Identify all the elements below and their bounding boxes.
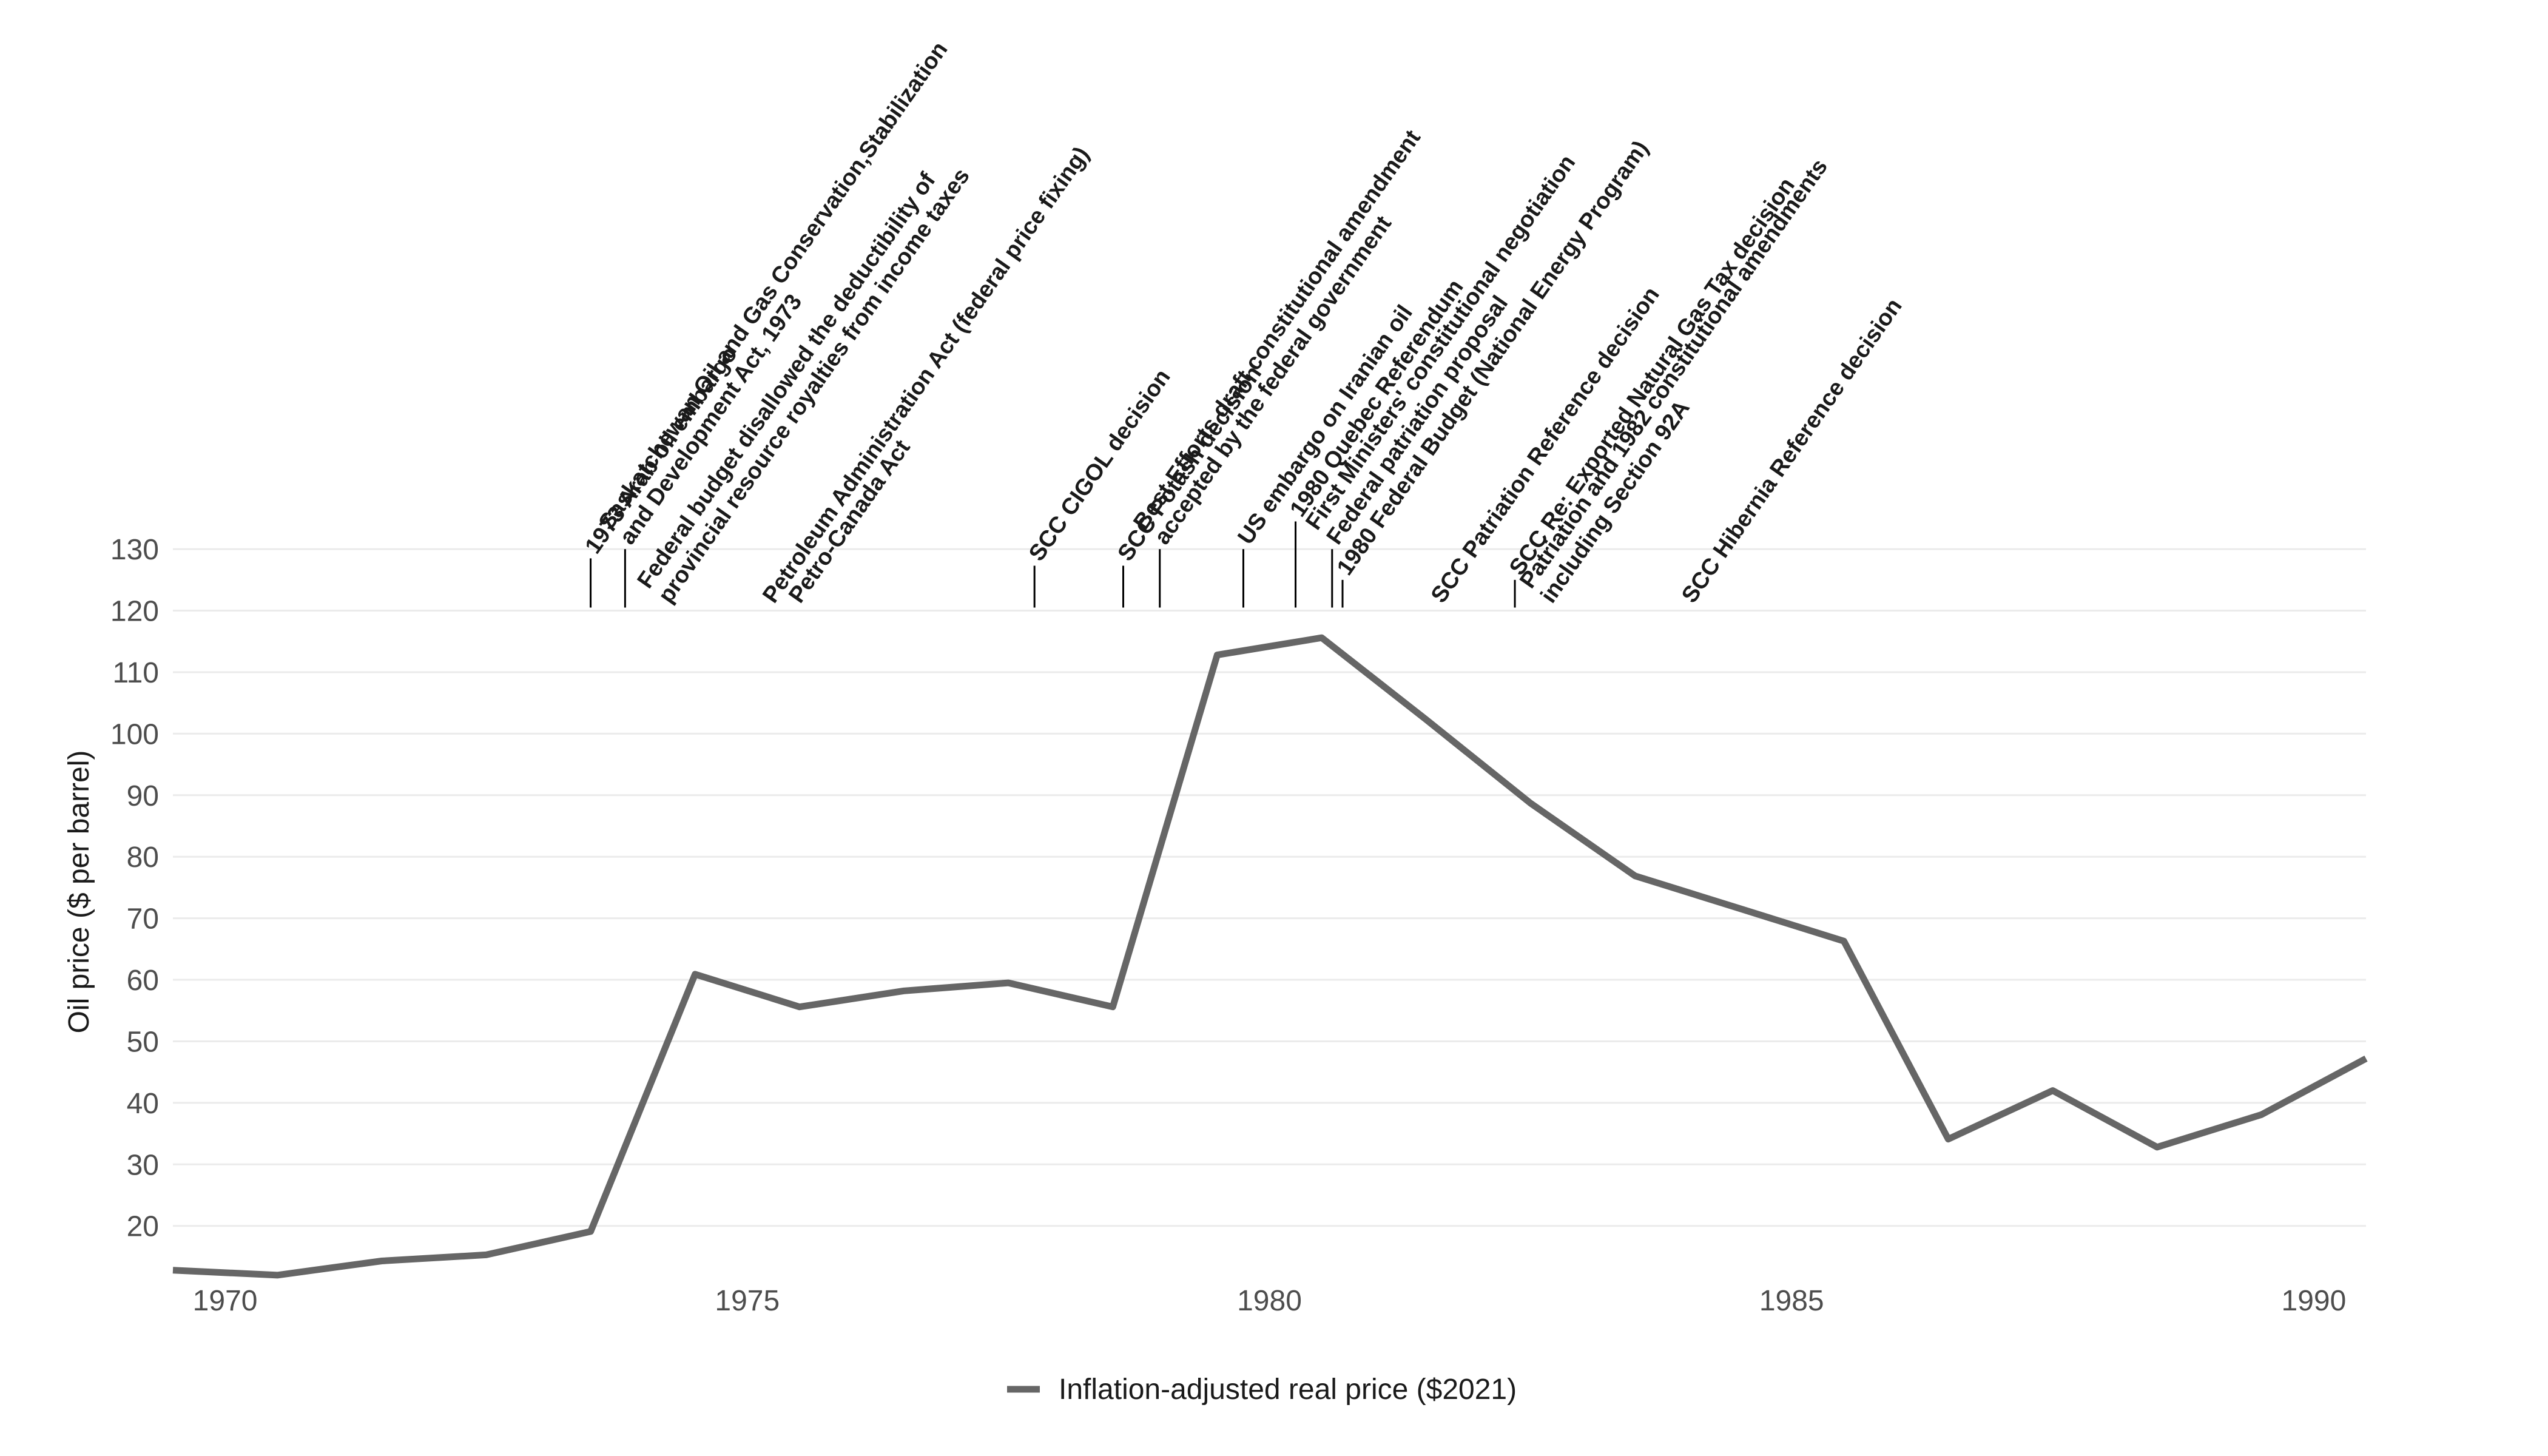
x-tick-label: 1975 (715, 1285, 780, 1317)
x-tick-label: 1980 (1237, 1285, 1302, 1317)
y-tick-label: 20 (127, 1211, 159, 1243)
y-axis-ticks: 20 30 40 50 60 70 80 90 100 110 120 130 (110, 534, 159, 1243)
y-tick-label: 90 (127, 780, 159, 812)
x-tick-label: 1985 (1759, 1285, 1824, 1317)
svg-text:Patriation and 1982 constituti: Patriation and 1982 constitutional amend… (1515, 155, 1853, 608)
legend: Inflation-adjusted real price ($2021) (1007, 1373, 1517, 1406)
x-tick-label: 1970 (193, 1285, 258, 1317)
y-tick-label: 80 (127, 841, 159, 874)
svg-text:Saskatchewan Oil and Gas Conse: Saskatchewan Oil and Gas Conservation,St… (594, 37, 974, 549)
annotation-label: Patriation and 1982 constitutional amend… (1515, 155, 1853, 608)
y-tick-label: 70 (127, 903, 159, 935)
y-tick-label: 130 (110, 534, 159, 566)
y-tick-label: 50 (127, 1026, 159, 1058)
legend-label: Inflation-adjusted real price ($2021) (1059, 1373, 1517, 1406)
x-axis-ticks: 1970 1975 1980 1985 1990 (193, 1285, 2347, 1317)
series-lines (172, 634, 2368, 1279)
y-tick-label: 40 (127, 1088, 159, 1120)
y-tick-label: 110 (112, 657, 159, 689)
y-tick-label: 30 (127, 1149, 159, 1181)
x-tick-label: 1990 (2282, 1285, 2347, 1317)
series-line (172, 634, 2368, 1279)
y-tick-label: 120 (110, 596, 159, 628)
annotation-label: Saskatchewan Oil and Gas Conservation,St… (594, 37, 974, 549)
gridlines (173, 548, 2366, 1227)
y-axis-title: Oil price ($ per barrel) (63, 750, 95, 1034)
y-tick-label: 100 (110, 718, 159, 750)
y-tick-label: 60 (127, 965, 159, 997)
